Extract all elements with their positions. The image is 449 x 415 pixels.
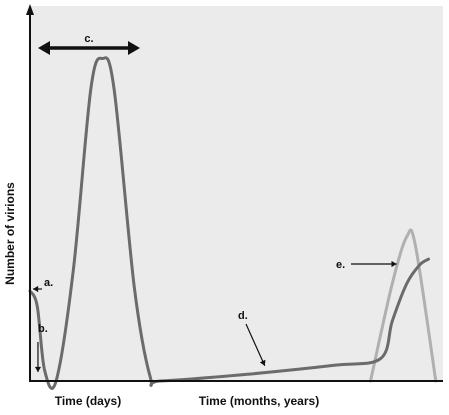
- x-axis-label-months: Time (months, years): [199, 394, 319, 408]
- annotation-arrow-a-head: [33, 285, 39, 293]
- series-secondary-line: [369, 228, 438, 383]
- y-axis-arrowhead: [26, 4, 34, 15]
- annotations: a. b. c. d. e.: [33, 33, 397, 372]
- annotation-label-a: a.: [44, 277, 53, 289]
- annotation-label-c: c.: [84, 33, 93, 45]
- y-axis-label: Number of virions: [3, 182, 17, 285]
- annotation-double-arrow-c-left-head: [38, 41, 50, 55]
- x-axis-label-days: Time (days): [55, 394, 121, 408]
- annotation-arrow-e-head: [391, 260, 397, 268]
- plot-background: [30, 6, 443, 381]
- annotation-double-arrow-c-right-head: [128, 41, 140, 55]
- annotation-label-b: b.: [38, 323, 48, 335]
- annotation-label-e: e.: [336, 259, 345, 271]
- annotation-arrow-d-head: [259, 359, 266, 366]
- annotation-arrow-d-line: [245, 323, 266, 366]
- annotation-arrow-b-head: [34, 366, 42, 372]
- annotation-label-d: d.: [238, 310, 248, 322]
